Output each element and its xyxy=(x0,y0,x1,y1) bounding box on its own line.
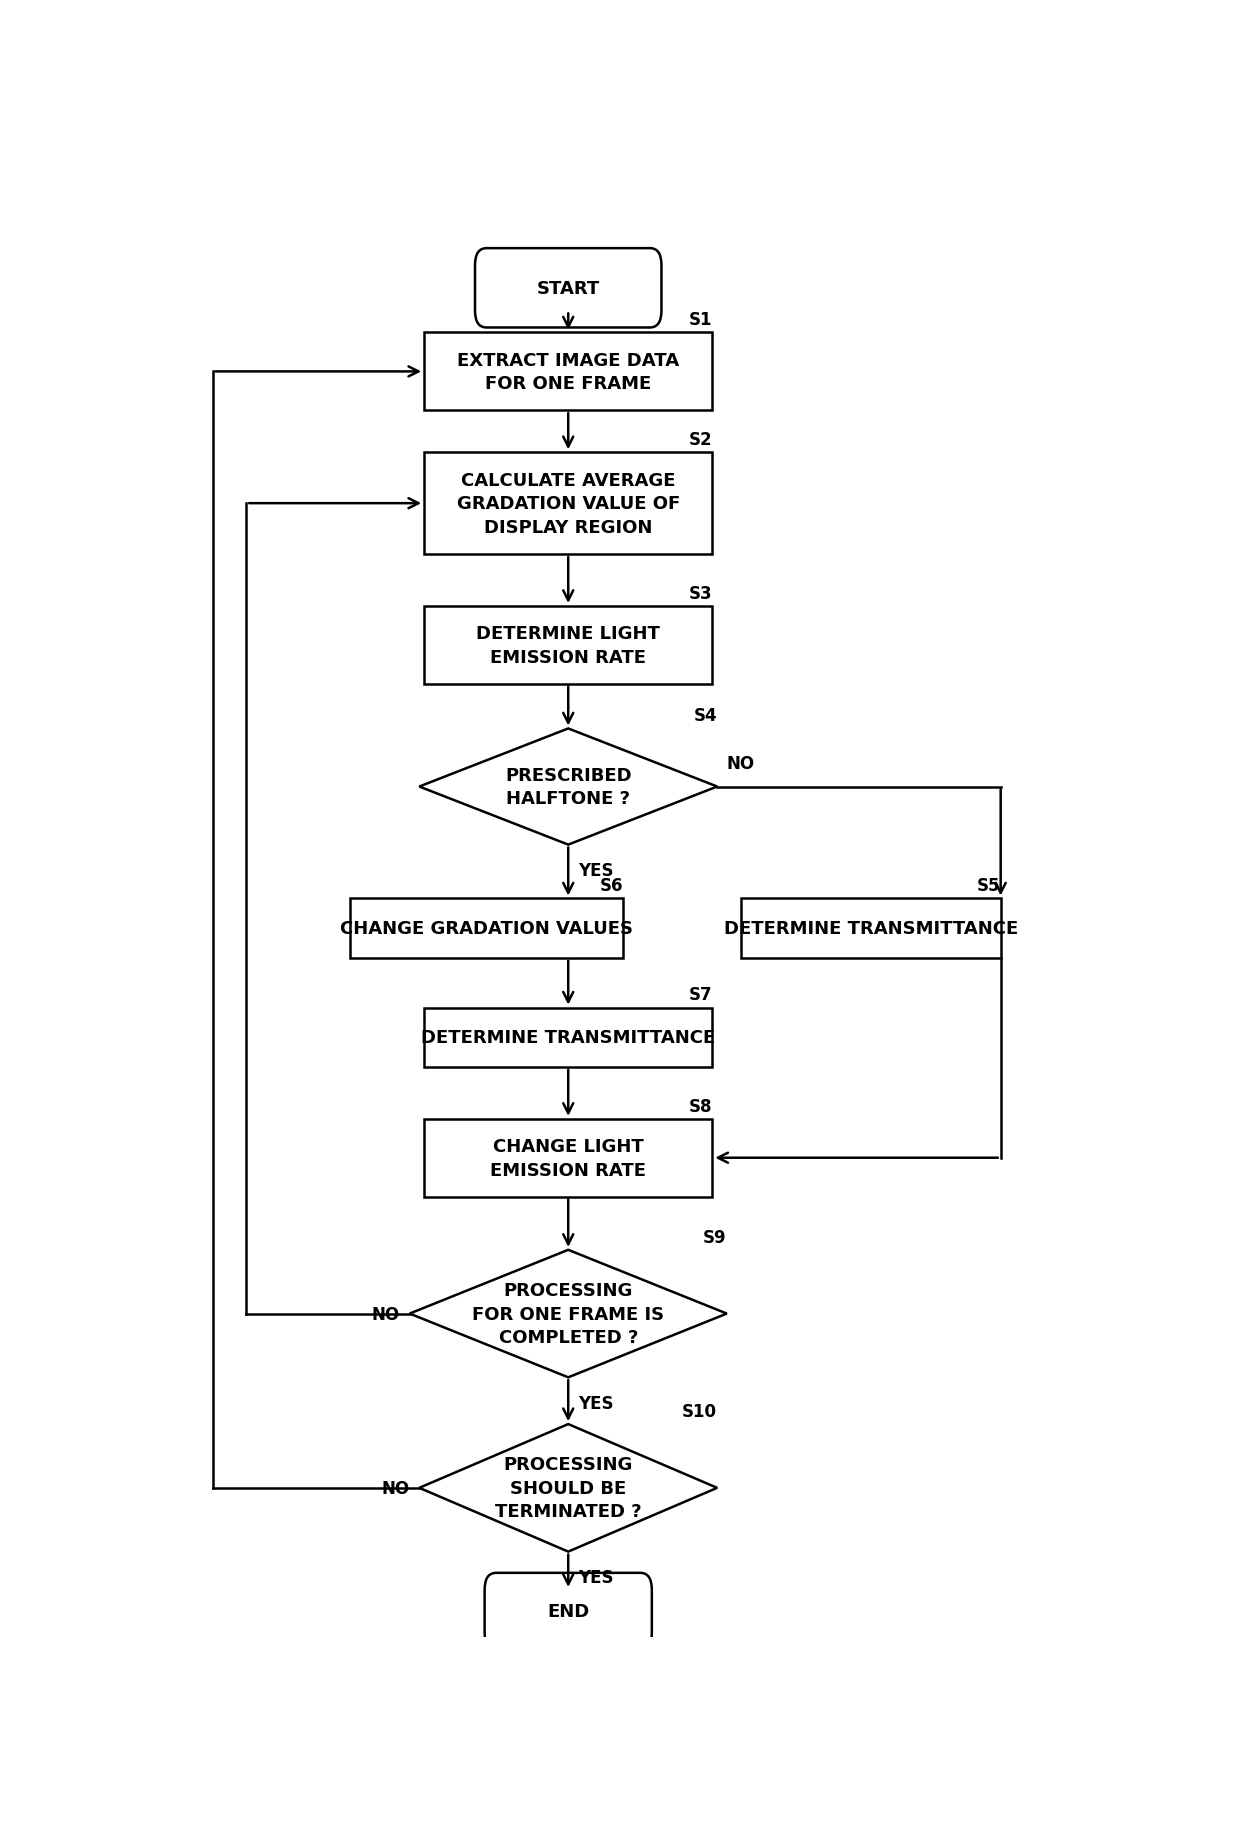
Text: NO: NO xyxy=(372,1306,401,1322)
Text: YES: YES xyxy=(578,862,614,879)
Text: S3: S3 xyxy=(688,585,712,603)
Text: S6: S6 xyxy=(600,877,624,896)
Bar xyxy=(424,1008,713,1067)
Bar xyxy=(424,1120,713,1197)
FancyBboxPatch shape xyxy=(475,248,661,329)
Text: NO: NO xyxy=(727,756,755,772)
Polygon shape xyxy=(419,1423,717,1552)
Text: YES: YES xyxy=(578,1569,614,1587)
Text: S7: S7 xyxy=(688,986,712,1004)
Text: END: END xyxy=(547,1602,589,1620)
Text: PRESCRIBED
HALFTONE ?: PRESCRIBED HALFTONE ? xyxy=(505,767,631,807)
Bar xyxy=(350,899,624,958)
Text: EXTRACT IMAGE DATA
FOR ONE FRAME: EXTRACT IMAGE DATA FOR ONE FRAME xyxy=(458,351,680,394)
Text: S5: S5 xyxy=(977,877,1001,896)
Bar xyxy=(742,899,1001,958)
Bar xyxy=(424,333,713,412)
Text: YES: YES xyxy=(578,1394,614,1412)
Bar xyxy=(424,607,713,684)
Text: CHANGE GRADATION VALUES: CHANGE GRADATION VALUES xyxy=(340,920,634,938)
Text: NO: NO xyxy=(382,1479,409,1497)
Text: S2: S2 xyxy=(688,430,712,449)
Text: S8: S8 xyxy=(689,1096,712,1114)
Polygon shape xyxy=(409,1251,727,1377)
Text: CALCULATE AVERAGE
GRADATION VALUE OF
DISPLAY REGION: CALCULATE AVERAGE GRADATION VALUE OF DIS… xyxy=(456,471,680,537)
Bar xyxy=(424,452,713,555)
Text: S4: S4 xyxy=(693,706,717,725)
Text: DETERMINE LIGHT
EMISSION RATE: DETERMINE LIGHT EMISSION RATE xyxy=(476,625,660,666)
Text: PROCESSING
SHOULD BE
TERMINATED ?: PROCESSING SHOULD BE TERMINATED ? xyxy=(495,1455,641,1521)
FancyBboxPatch shape xyxy=(485,1572,652,1650)
Text: CHANGE LIGHT
EMISSION RATE: CHANGE LIGHT EMISSION RATE xyxy=(490,1137,646,1179)
Text: S9: S9 xyxy=(703,1228,727,1245)
Text: START: START xyxy=(537,280,600,298)
Text: DETERMINE TRANSMITTANCE: DETERMINE TRANSMITTANCE xyxy=(724,920,1018,938)
Text: S1: S1 xyxy=(689,311,712,329)
Text: PROCESSING
FOR ONE FRAME IS
COMPLETED ?: PROCESSING FOR ONE FRAME IS COMPLETED ? xyxy=(472,1282,665,1346)
Polygon shape xyxy=(419,728,717,846)
Text: S10: S10 xyxy=(682,1401,717,1420)
Text: DETERMINE TRANSMITTANCE: DETERMINE TRANSMITTANCE xyxy=(422,1028,715,1046)
